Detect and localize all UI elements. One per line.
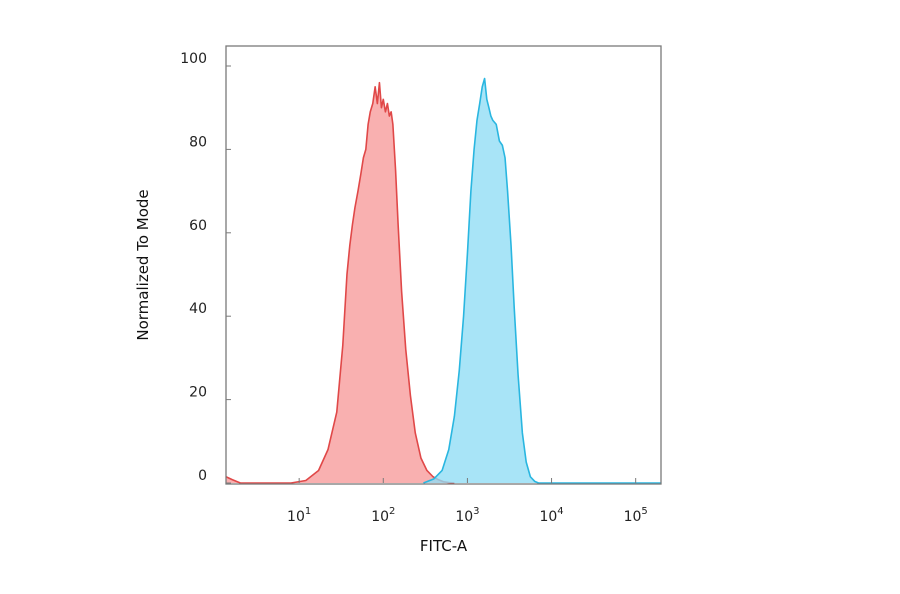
x-tick-label: 102 <box>371 506 395 525</box>
plot-frame <box>225 45 662 485</box>
y-tick-label: 60 <box>189 218 207 234</box>
y-tick-label: 0 <box>198 468 207 484</box>
y-tick-label: 100 <box>180 51 207 67</box>
y-axis-ticks: 0 20 40 60 80 100 <box>180 51 231 484</box>
y-tick-label: 20 <box>189 385 207 401</box>
y-tick-label: 40 <box>189 301 207 317</box>
series-1-area <box>226 82 455 484</box>
x-tick-label: 105 <box>624 506 648 525</box>
y-tick-label: 80 <box>189 134 207 150</box>
x-axis-ticks: 101 102 103 104 105 <box>287 478 648 525</box>
series-layer <box>225 77 661 484</box>
y-axis-title: Normalized To Mode <box>134 189 152 340</box>
series-2-area <box>423 78 661 483</box>
x-tick-label: 104 <box>539 506 563 525</box>
x-axis-title: FITC-A <box>420 537 468 555</box>
x-tick-label: 103 <box>455 506 479 525</box>
series-1-line <box>225 81 455 484</box>
x-tick-label: 101 <box>287 506 311 525</box>
series-2-line <box>423 77 661 484</box>
